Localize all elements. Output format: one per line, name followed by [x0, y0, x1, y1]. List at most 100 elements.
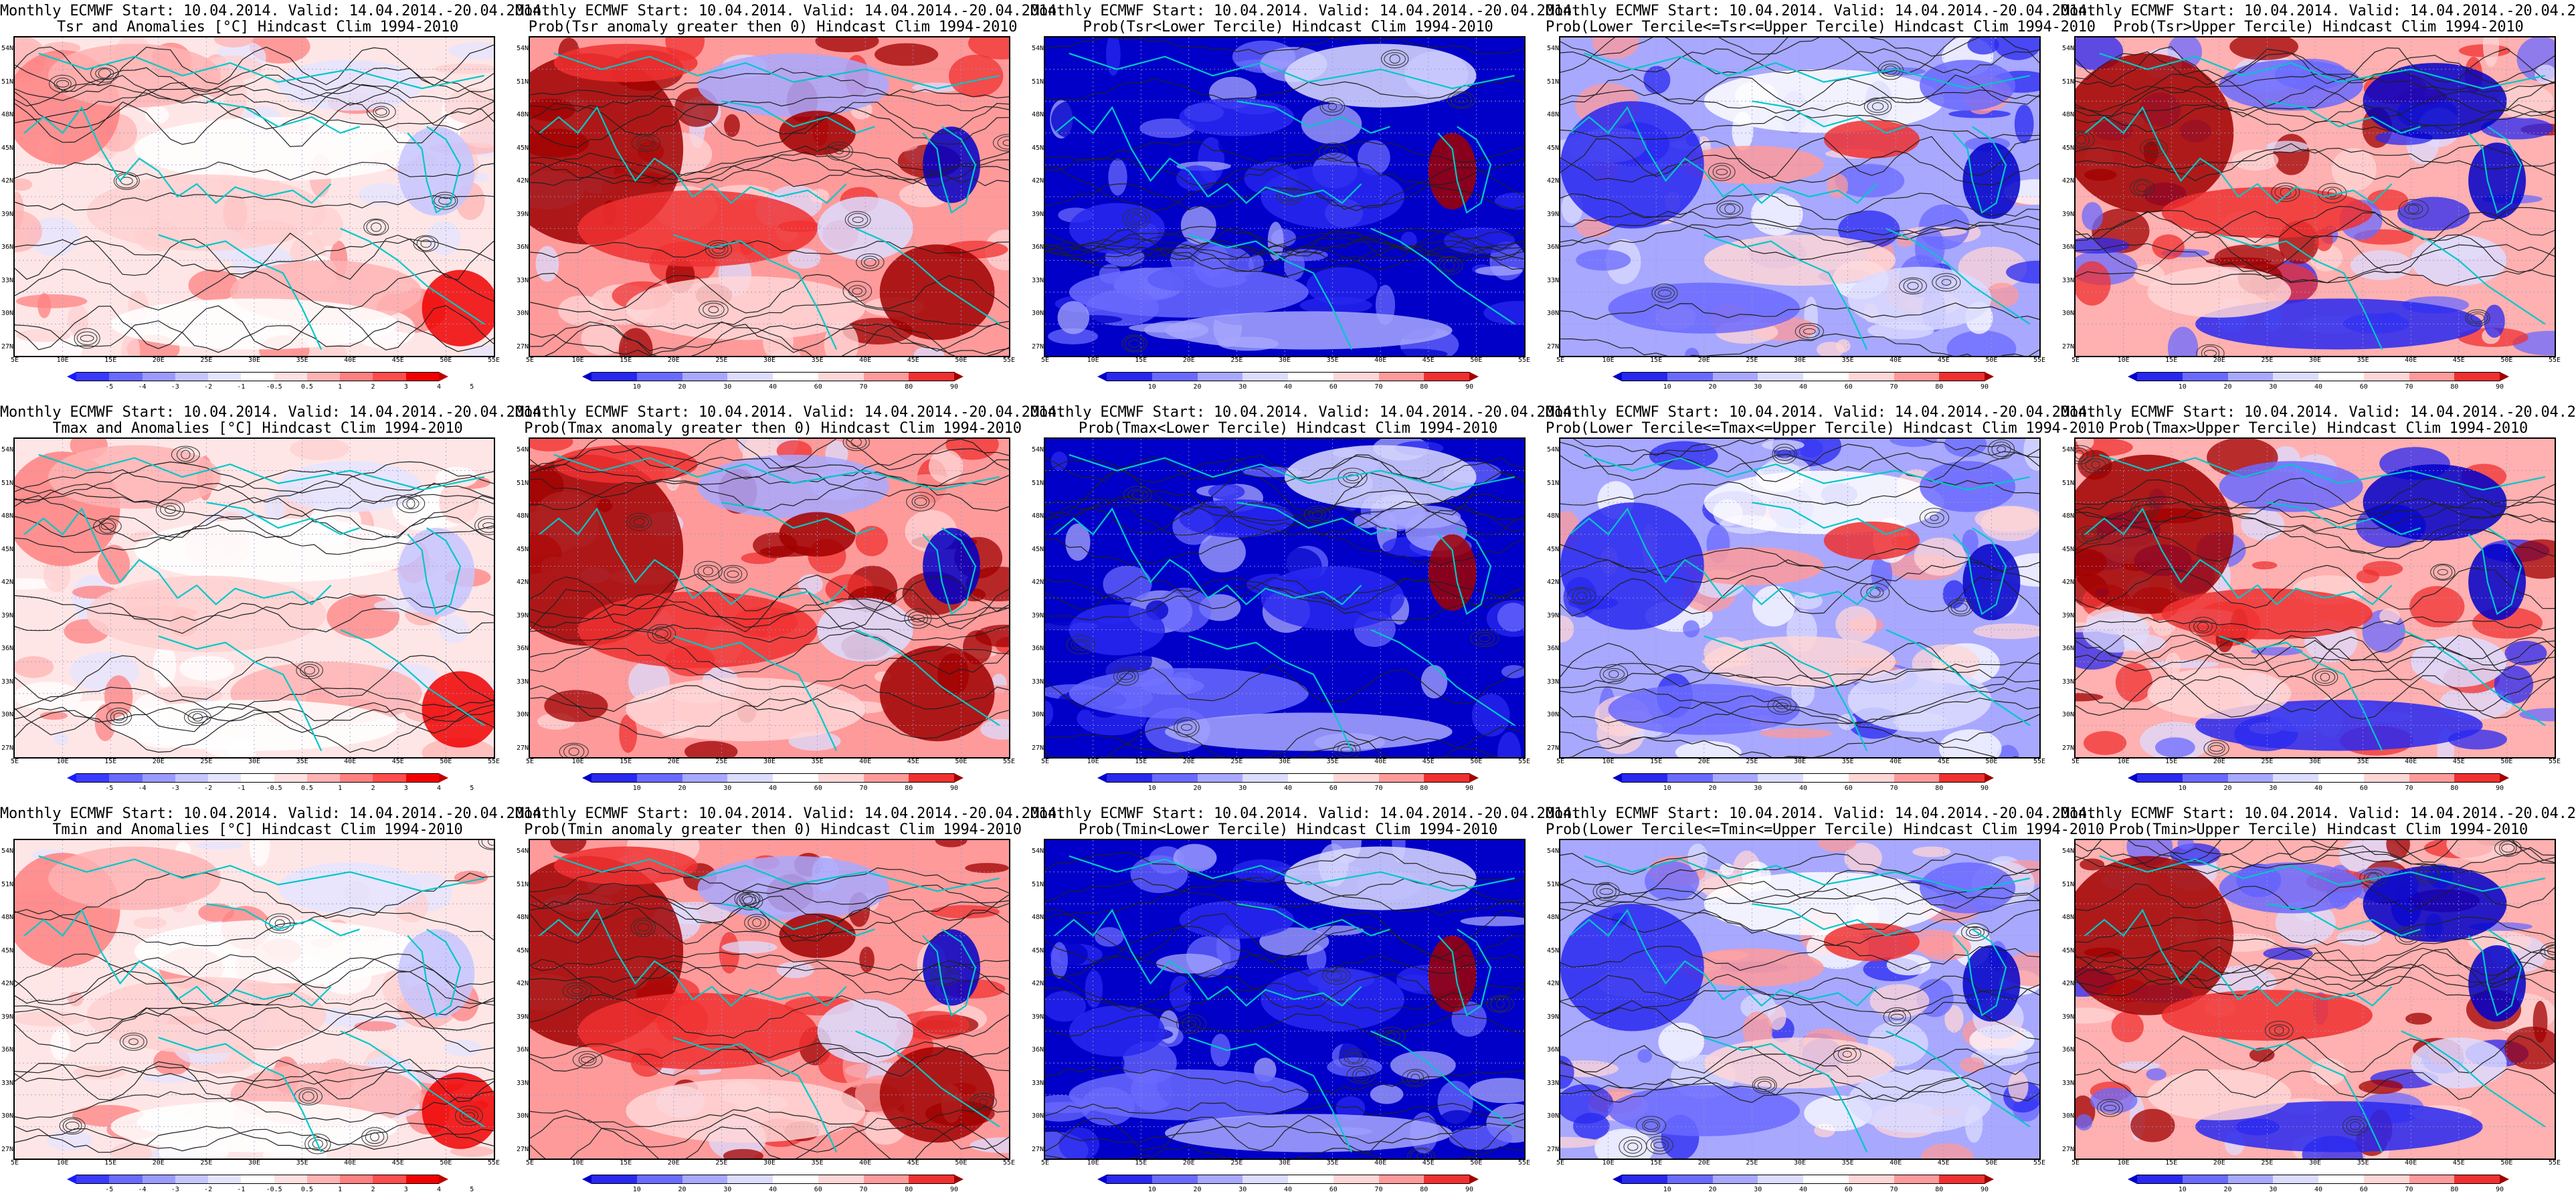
- colorbar-label: 1: [338, 1186, 343, 1193]
- lon-tick-label: 45E: [907, 758, 919, 765]
- lon-tick-label: 10E: [1087, 357, 1099, 364]
- lon-tick-label: 35E: [1841, 357, 1854, 364]
- lon-tick-label: 35E: [1841, 758, 1854, 765]
- lat-tick-label: 27N: [1031, 343, 1044, 350]
- colorbar-label: 3: [403, 785, 408, 792]
- colorbar-high-arrow: [1469, 372, 1479, 381]
- lon-tick-label: 40E: [344, 1159, 357, 1167]
- lon-tick-label: 35E: [1326, 758, 1339, 765]
- map-plot: [529, 437, 1010, 759]
- colorbar-segment: [2409, 1175, 2455, 1184]
- colorbar-label: 5: [470, 1186, 474, 1193]
- lat-tick-label: 42N: [1031, 579, 1044, 587]
- lat-tick-label: 51N: [1, 880, 13, 888]
- lon-tick-label: 50E: [1985, 357, 1998, 364]
- lat-tick-label: 39N: [516, 611, 529, 619]
- map-plot: [1044, 36, 1526, 357]
- map-plot: [13, 437, 495, 759]
- colorbar-label: 10: [632, 1186, 641, 1193]
- lon-tick-label: 25E: [1230, 1159, 1243, 1167]
- colorbar-label: 90: [2495, 383, 2504, 391]
- lat-tick-label: 45N: [2061, 946, 2074, 955]
- colorbar-segment: [636, 1175, 682, 1184]
- colorbar-segment: [274, 372, 308, 381]
- lon-tick-label: 55E: [1002, 758, 1016, 765]
- colorbar-segment: [76, 1175, 110, 1184]
- lat-tick-label: 36N: [516, 1046, 529, 1054]
- colorbar-low-arrow: [1097, 372, 1107, 381]
- colorbar-segment: [1152, 1175, 1198, 1184]
- lat-tick-label: 36N: [1546, 243, 1559, 252]
- colorbar-segment: [109, 773, 143, 783]
- lon-tick-label: 25E: [2261, 357, 2274, 364]
- colorbar-segment: [76, 372, 110, 381]
- lon-tick-label: 40E: [1890, 758, 1902, 765]
- lon-tick-label: 35E: [811, 357, 824, 364]
- colorbar-label: 20: [1193, 1186, 1202, 1193]
- lat-tick-label: 27N: [1, 343, 13, 350]
- lon-tick-label: 10E: [571, 357, 584, 364]
- lon-tick-label: 5E: [10, 357, 19, 364]
- colorbar-segment: [1197, 372, 1243, 381]
- panel-title: Monthly ECMWF Start: 10.04.2014. Valid: …: [515, 404, 1065, 421]
- colorbar: [582, 372, 963, 381]
- colorbar-label: 80: [1420, 383, 1429, 391]
- map-field: [1045, 37, 1524, 356]
- colorbar-low-arrow: [1097, 1175, 1107, 1184]
- lat-tick-label: 30N: [516, 1112, 529, 1120]
- colorbar-segment: [2137, 1175, 2183, 1184]
- lon-tick-label: 25E: [2261, 1159, 2274, 1167]
- map-panel-p4: Monthly ECMWF Start: 10.04.2014. Valid: …: [1546, 0, 2096, 401]
- colorbar-segment: [208, 1175, 242, 1184]
- colorbar-segment: [175, 1175, 209, 1184]
- lat-tick-label: 33N: [1031, 276, 1044, 284]
- colorbar-label: -2: [204, 383, 213, 391]
- colorbar-segment: [1288, 372, 1334, 381]
- lon-tick-label: 20E: [2213, 1159, 2225, 1167]
- colorbar-segment: [773, 773, 819, 783]
- colorbar-label: 70: [1890, 383, 1898, 391]
- colorbar-label: 10: [1663, 383, 1671, 391]
- colorbar-label: 1: [338, 383, 343, 391]
- lon-tick-label: 30E: [248, 357, 261, 364]
- colorbar-label: 70: [2405, 785, 2413, 792]
- colorbar-label: 30: [723, 383, 732, 391]
- colorbar-label: 4: [436, 1186, 442, 1193]
- colorbar-label: 40: [1799, 1186, 1808, 1193]
- map-plot: [529, 36, 1010, 357]
- lat-tick-label: 39N: [1546, 210, 1559, 218]
- lat-tick-label: 33N: [1031, 678, 1044, 686]
- lat-tick-label: 39N: [1, 1013, 13, 1021]
- lat-tick-label: 27N: [2061, 343, 2074, 350]
- colorbar-label: 30: [1754, 785, 1762, 792]
- map-panel-p1: Monthly ECMWF Start: 10.04.2014. Valid: …: [0, 0, 550, 401]
- lon-tick-label: 5E: [525, 1159, 535, 1167]
- lon-tick-label: 20E: [2213, 357, 2225, 364]
- lon-tick-label: 35E: [296, 357, 308, 364]
- lon-tick-label: 45E: [907, 1159, 919, 1167]
- lon-tick-label: 5E: [10, 758, 19, 765]
- lat-tick-label: 27N: [1031, 744, 1044, 752]
- lat-tick-label: 30N: [516, 711, 529, 719]
- lat-tick-label: 45N: [1031, 144, 1044, 152]
- lat-tick-label: 36N: [1, 1046, 13, 1054]
- colorbar: [2128, 773, 2509, 783]
- colorbar-segment: [1667, 773, 1713, 783]
- lat-tick-label: 48N: [516, 512, 529, 520]
- colorbar-segment: [636, 372, 682, 381]
- lat-tick-label: 33N: [1546, 678, 1559, 686]
- lat-tick-label: 27N: [1, 1146, 13, 1153]
- colorbar-low-arrow: [582, 1175, 591, 1184]
- lon-tick-label: 55E: [1517, 758, 1531, 765]
- panel-title: Monthly ECMWF Start: 10.04.2014. Valid: …: [2061, 404, 2576, 421]
- lat-tick-label: 33N: [516, 1079, 529, 1087]
- lat-tick-label: 45N: [1, 946, 13, 955]
- lon-tick-label: 5E: [2071, 758, 2080, 765]
- lon-tick-label: 45E: [1937, 1159, 1950, 1167]
- lon-tick-label: 25E: [715, 1159, 728, 1167]
- panel-title: Monthly ECMWF Start: 10.04.2014. Valid: …: [2061, 805, 2576, 822]
- colorbar-label: 10: [632, 383, 641, 391]
- lat-tick-label: 30N: [1546, 711, 1559, 719]
- colorbar: [1097, 773, 1479, 783]
- colorbar-label: 10: [1147, 785, 1156, 792]
